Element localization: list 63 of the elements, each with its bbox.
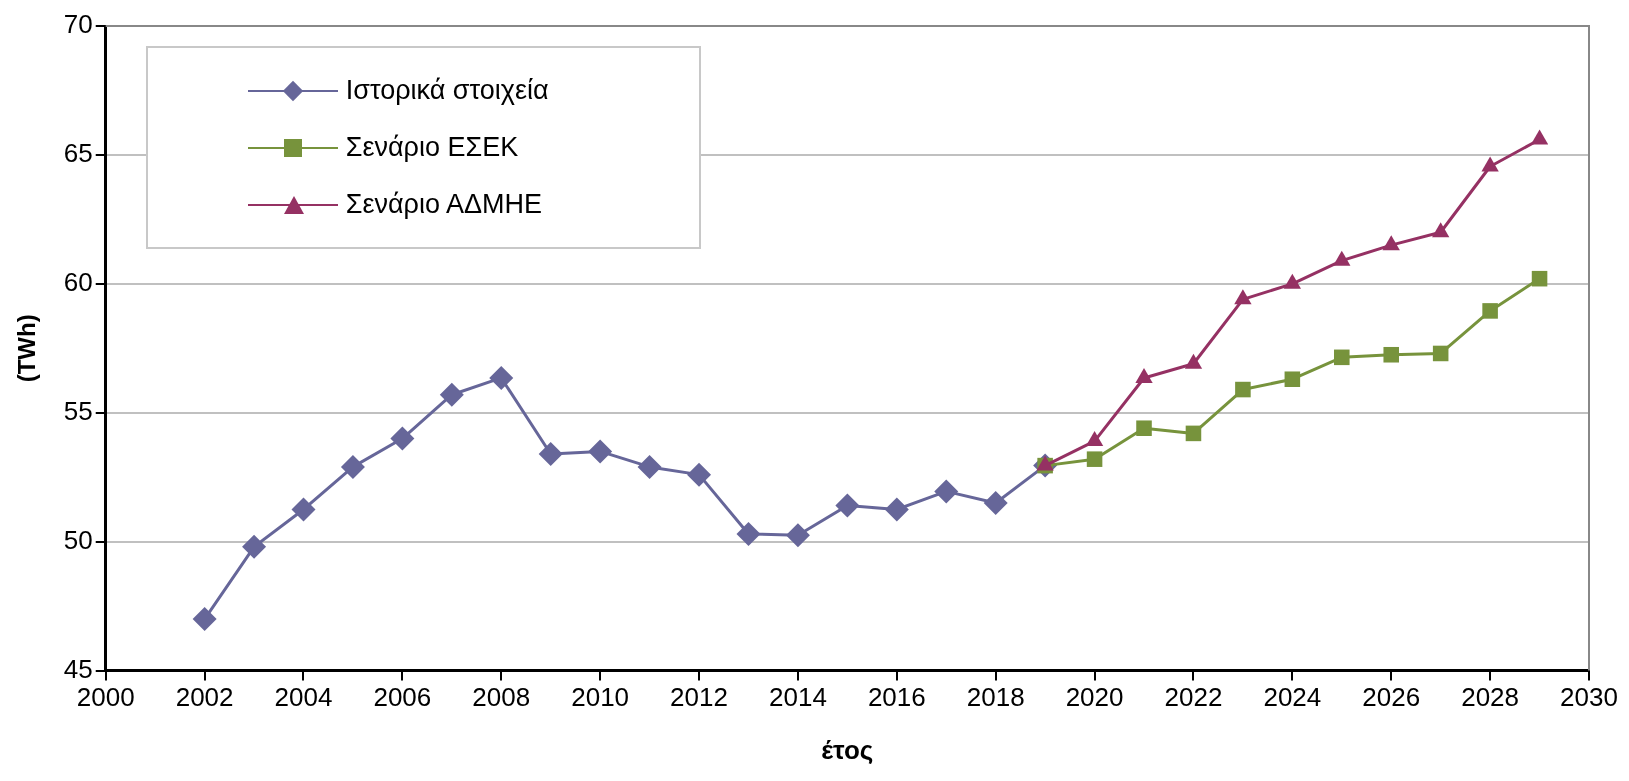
y-tick-label: 70 [63, 9, 93, 40]
x-tick-label: 2026 [1362, 682, 1421, 713]
point [687, 462, 712, 487]
y-tick-label: 45 [63, 653, 93, 684]
point [736, 521, 761, 546]
y-tick-label: 65 [63, 138, 93, 169]
point [1235, 381, 1251, 398]
point [489, 365, 514, 390]
x-tick-label: 2006 [373, 682, 432, 713]
point [538, 442, 563, 467]
point [1382, 235, 1400, 251]
x-tick-label: 2028 [1461, 682, 1520, 713]
x-tick-label: 2000 [76, 682, 135, 713]
x-tick-label: 2004 [274, 682, 333, 713]
x-axis-title: έτος [821, 734, 874, 765]
point [1185, 425, 1202, 442]
x-tick-label: 2016 [867, 682, 926, 713]
point [242, 534, 267, 559]
point [1184, 353, 1203, 369]
point [1333, 250, 1351, 266]
point [1234, 289, 1252, 305]
x-tick-label: 2022 [1164, 682, 1223, 713]
legend-label: Σενάριο ΕΣΕΚ [345, 132, 519, 163]
y-tick-label: 60 [63, 267, 93, 298]
point [1085, 431, 1104, 447]
point [1283, 273, 1301, 289]
point [1383, 346, 1400, 363]
x-tick-label: 2002 [175, 682, 234, 713]
legend-label: Σενάριο ΑΔΜΗΕ [345, 189, 542, 220]
x-tick-label: 2020 [1065, 682, 1124, 713]
point [637, 454, 662, 479]
point [1482, 303, 1498, 319]
point [983, 491, 1008, 515]
point [1530, 129, 1549, 145]
point [835, 493, 860, 518]
point [1284, 371, 1301, 388]
y-tick-label: 55 [63, 395, 93, 426]
point [291, 497, 316, 522]
point [588, 439, 613, 464]
point [390, 426, 415, 451]
point [934, 479, 959, 504]
x-tick-label: 2010 [571, 682, 630, 713]
point [1136, 420, 1152, 437]
point [340, 454, 365, 479]
x-tick-label: 2030 [1560, 682, 1618, 713]
x-tick-label: 2014 [769, 682, 827, 713]
point [1432, 345, 1449, 362]
y-tick-label: 50 [63, 524, 93, 555]
point [1432, 222, 1450, 238]
point [1481, 156, 1499, 172]
x-tick-label: 2008 [472, 682, 531, 713]
x-tick-label: 2012 [670, 682, 728, 713]
x-tick-label: 2018 [966, 682, 1025, 713]
point [1531, 270, 1548, 287]
x-tick-label: 2024 [1263, 682, 1322, 713]
point [785, 523, 810, 548]
legend-label: Ιστορικά στοιχεία [345, 75, 549, 106]
y-axis-title: (TWh) [13, 314, 41, 383]
point [884, 497, 909, 522]
point [1086, 451, 1103, 467]
point [1334, 349, 1350, 366]
point [439, 382, 464, 407]
point [192, 607, 217, 632]
